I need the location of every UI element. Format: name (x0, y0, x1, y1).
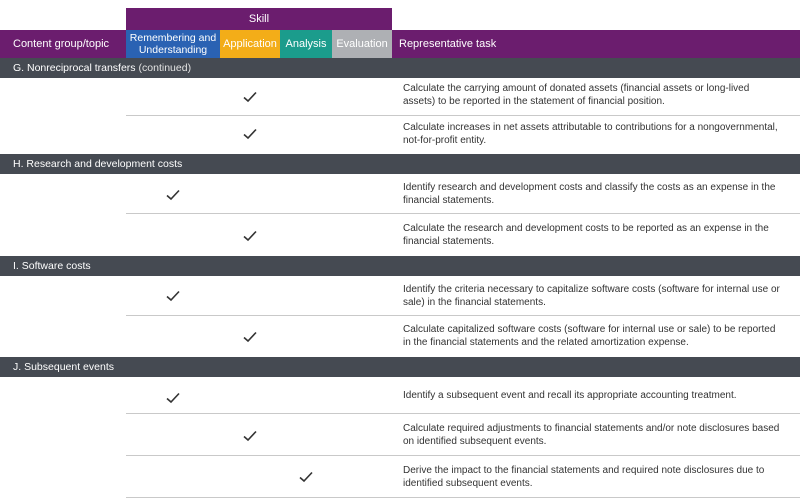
table-row: Identify the criteria necessary to capit… (0, 276, 800, 316)
table-row: Derive the impact to the financial state… (0, 456, 800, 498)
table-row: Calculate increases in net assets attrib… (0, 116, 800, 154)
task-text: Calculate the research and development c… (403, 223, 769, 247)
task-text: Identify the criteria necessary to capit… (403, 284, 780, 308)
section-title: H. Research and development costs (13, 158, 183, 170)
checkmark-icon (243, 91, 257, 103)
content-group-header: Content group/topic (13, 38, 110, 50)
table-row: Calculate the carrying amount of donated… (0, 78, 800, 116)
skill-header: Skill (126, 8, 392, 30)
row-divider (126, 213, 800, 214)
row-divider (126, 455, 800, 456)
checkmark-icon (166, 290, 180, 302)
application-header: Application (220, 30, 280, 58)
section-header-h: H. Research and development costs (0, 154, 800, 174)
checkmark-icon (299, 471, 313, 483)
task-text: Calculate increases in net assets attrib… (403, 122, 778, 146)
task-text: Calculate required adjustments to financ… (403, 423, 780, 447)
section-header-j: J. Subsequent events (0, 357, 800, 377)
section-title: G. Nonreciprocal transfers (13, 62, 136, 74)
task-text: Calculate the carrying amount of donated… (403, 83, 750, 107)
checkmark-icon (243, 430, 257, 442)
row-divider (126, 413, 800, 414)
table-row: Calculate the research and development c… (0, 214, 800, 256)
checkmark-icon (243, 331, 257, 343)
table-row: Calculate capitalized software costs (so… (0, 316, 800, 356)
section-continued: (continued) (138, 62, 192, 74)
section-title: I. Software costs (13, 260, 91, 272)
row-divider (126, 497, 800, 498)
table-row: Identify research and development costs … (0, 174, 800, 214)
section-title: J. Subsequent events (13, 361, 114, 373)
task-text: Derive the impact to the financial state… (403, 465, 765, 489)
remembering-header: Remembering and Understanding (126, 30, 220, 58)
row-divider (126, 315, 800, 316)
table-row: Calculate required adjustments to financ… (0, 414, 800, 456)
representative-task-header: Representative task (399, 38, 497, 50)
checkmark-icon (166, 392, 180, 404)
table-row: Identify a subsequent event and recall i… (0, 377, 800, 414)
section-header-g: G. Nonreciprocal transfers (continued) (0, 58, 800, 78)
checkmark-icon (243, 128, 257, 140)
row-divider (126, 115, 800, 116)
task-text: Identify research and development costs … (403, 182, 776, 206)
task-text: Identify a subsequent event and recall i… (403, 390, 737, 401)
skill-label: Skill (248, 13, 270, 25)
evaluation-header: Evaluation (332, 30, 392, 58)
checkmark-icon (243, 230, 257, 242)
task-text: Calculate capitalized software costs (so… (403, 324, 776, 348)
section-header-i: I. Software costs (0, 256, 800, 276)
analysis-header: Analysis (280, 30, 332, 58)
checkmark-icon (166, 189, 180, 201)
